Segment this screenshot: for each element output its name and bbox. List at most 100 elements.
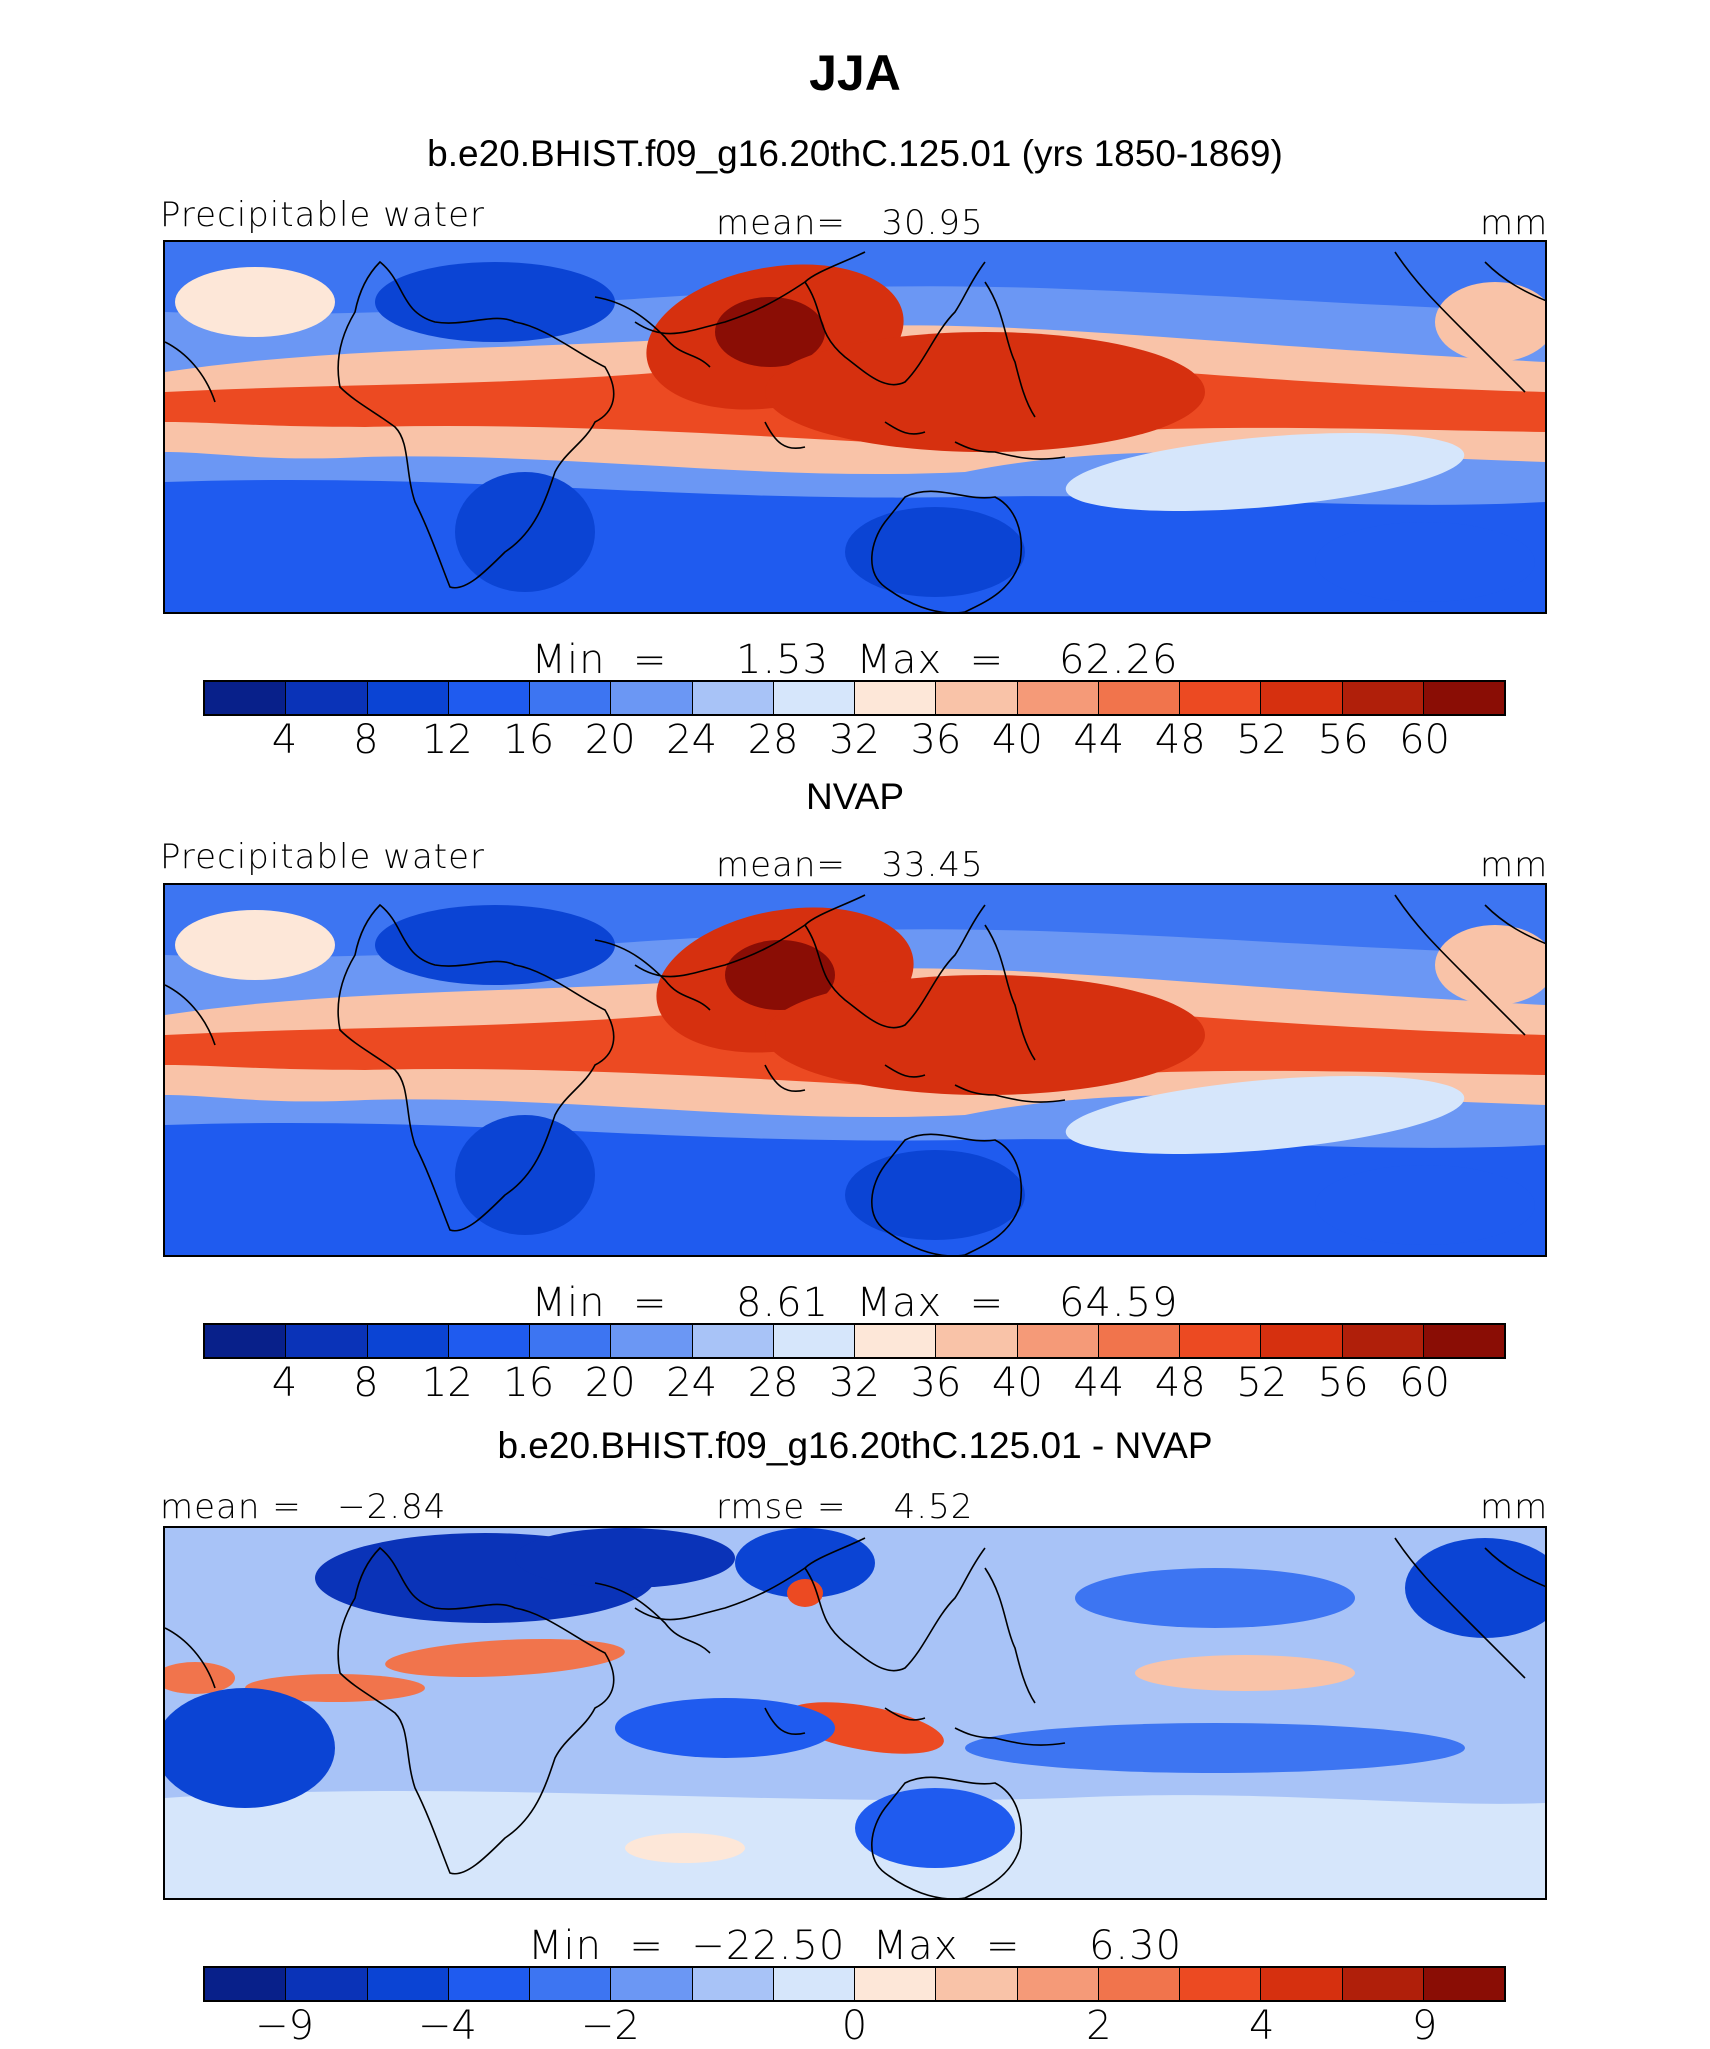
caribbean-warm [1435, 282, 1545, 362]
colorbar-tick-label: 0 [841, 2003, 868, 2049]
colorbar-tick-label: 40 [991, 717, 1043, 763]
pacific-pos [1135, 1655, 1355, 1691]
colorbar-tick-label: 8 [353, 717, 379, 763]
colorbar-box [611, 1325, 693, 1357]
panel-1-variable-label: Precipitable water [160, 195, 486, 235]
colorbar-tick-label: 48 [1154, 1360, 1206, 1406]
colorbar-box [286, 1325, 368, 1357]
australia-dry [845, 507, 1025, 597]
colorbar-box [1423, 1968, 1504, 2000]
colorbar-tick-label: 44 [1073, 717, 1125, 763]
colorbar-box [1180, 1325, 1262, 1357]
colorbar-box [286, 1968, 368, 2000]
coastlines [165, 894, 1545, 1255]
colorbar-tick-label: 4 [1248, 2003, 1275, 2049]
colorbar-box [773, 1968, 855, 2000]
colorbar-box [1098, 1325, 1180, 1357]
panel-2-map [163, 883, 1547, 1257]
colorbar-box [448, 1325, 530, 1357]
colorbar-tick-label: 60 [1399, 717, 1451, 763]
colorbar-box [936, 1968, 1018, 2000]
south-africa-dry [455, 472, 595, 592]
panel-2-units-label: mm [1480, 845, 1549, 885]
sahel-pos [385, 1638, 625, 1678]
colorbar-tick-label: 60 [1399, 1360, 1451, 1406]
atlantic-warm [175, 910, 335, 980]
colorbar-box [1423, 1325, 1504, 1357]
panel-3-minmax: Min = −22.50 Max = 6.30 [527, 1923, 1183, 1969]
australia-neg [855, 1788, 1015, 1868]
tibet-neg [735, 1528, 875, 1598]
colorbar-tick-label: 16 [503, 717, 555, 763]
north-africa-dry [375, 262, 615, 342]
colorbar-box [530, 1968, 612, 2000]
colorbar-box [936, 682, 1018, 714]
colorbar-box [1017, 1968, 1099, 2000]
colorbar-box [367, 1325, 449, 1357]
coastlines [165, 1537, 1545, 1898]
colorbar-box [611, 1968, 693, 2000]
colorbar-box [855, 1968, 937, 2000]
colorbar-tick-label: 52 [1236, 1360, 1288, 1406]
panel-1-units-label: mm [1480, 203, 1549, 243]
panel-2-variable-label: Precipitable water [160, 837, 486, 877]
panel-3-rmse-label: rmse = 4.52 [716, 1487, 974, 1527]
panel-3-units-label: mm [1480, 1487, 1549, 1527]
colorbar-box [692, 1325, 774, 1357]
colorbar-tick-label: 32 [829, 717, 880, 763]
colorbar-tick-label: 48 [1154, 717, 1206, 763]
colorbar-box [367, 682, 449, 714]
colorbar-box [773, 682, 855, 714]
west-pacific-warm-pool [765, 975, 1205, 1095]
colorbar-box [1342, 1968, 1424, 2000]
maritime-pos [786, 1702, 944, 1754]
colorbar-box [1017, 1325, 1099, 1357]
south-america-neg [165, 1688, 335, 1808]
colorbar-box [692, 1968, 774, 2000]
figure-title: JJA [809, 45, 901, 101]
colorbar-box [448, 682, 530, 714]
panel-1-colorbar [203, 680, 1506, 716]
panel-1-subtitle: b.e20.BHIST.f09_g16.20thC.125.01 (yrs 18… [427, 133, 1283, 174]
caribbean-warm [1435, 925, 1545, 1005]
panel-2-subtitle: NVAP [805, 776, 904, 817]
colorbar-box [530, 1325, 612, 1357]
indian-ocean-neg [615, 1698, 835, 1758]
colorbar-tick-label: 28 [747, 1360, 799, 1406]
colorbar-tick-label: 4 [271, 1360, 298, 1406]
asia-monsoon-core [725, 940, 835, 1010]
colorbar-box [1261, 682, 1343, 714]
panel-1-minmax: Min = 1.53 Max = 62.26 [531, 637, 1179, 683]
colorbar-box [692, 682, 774, 714]
colorbar-box [205, 682, 287, 714]
colorbar-tick-label: 24 [666, 717, 718, 763]
panel-2-colorbar [203, 1323, 1506, 1359]
south-near-zero [165, 1790, 1545, 1898]
colorbar-box [1261, 1968, 1343, 2000]
colorbar-tick-label: 52 [1236, 717, 1288, 763]
colorbar-tick-label: 16 [503, 1360, 555, 1406]
north-pacific-neg [1075, 1568, 1355, 1628]
panel-3-mean-label: mean = −2.84 [160, 1487, 447, 1527]
south-africa-dry [455, 1115, 595, 1235]
colorbar-tick-label: 44 [1073, 1360, 1125, 1406]
colorbar-box [855, 1325, 937, 1357]
subtropic-light [1065, 1076, 1465, 1154]
atlantic-warm [175, 267, 335, 337]
east-pacific-dry [1315, 522, 1535, 602]
colorbar-tick-label: 56 [1317, 717, 1369, 763]
colorbar-tick-label: −4 [417, 2003, 477, 2049]
colorbar-tick-label: 36 [910, 717, 962, 763]
colorbar-tick-label: 12 [421, 717, 473, 763]
colorbar-tick-label: 8 [353, 1360, 379, 1406]
colorbar-box [1017, 682, 1099, 714]
colorbar-tick-label: 36 [910, 1360, 962, 1406]
colorbar-box [611, 682, 693, 714]
colorbar-tick-label: 4 [271, 717, 298, 763]
colorbar-box [1261, 1325, 1343, 1357]
south-light-pos [625, 1833, 745, 1863]
panel-1-mean-label: mean= 30.95 [716, 203, 984, 243]
colorbar-tick-label: 12 [421, 1360, 473, 1406]
colorbar-box [448, 1968, 530, 2000]
north-africa-dry [375, 905, 615, 985]
